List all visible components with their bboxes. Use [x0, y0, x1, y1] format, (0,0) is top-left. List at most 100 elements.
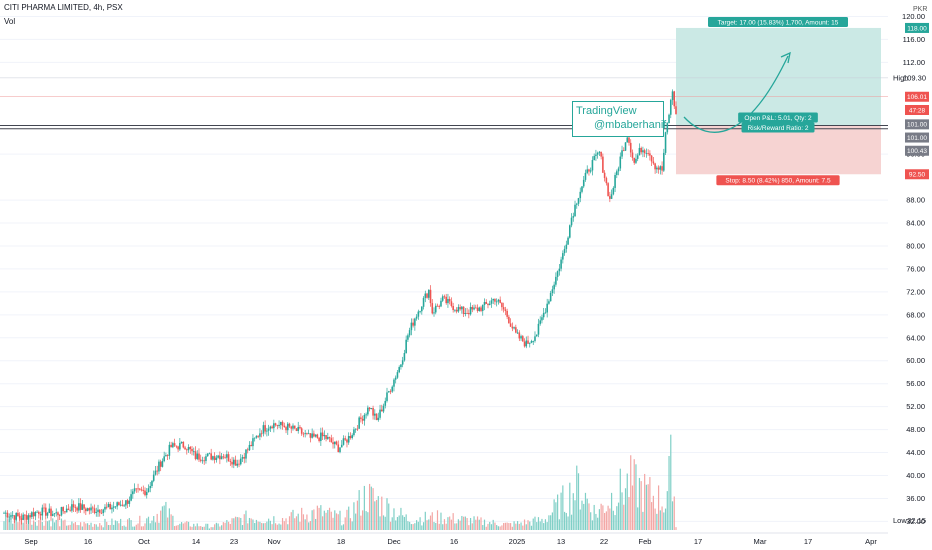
guide-lines	[0, 77, 888, 130]
volume-bar	[233, 518, 235, 530]
volume-bar	[34, 521, 36, 530]
volume-bar	[426, 520, 428, 530]
candle-body	[57, 512, 59, 516]
volume-bar	[456, 523, 458, 530]
candle-body	[333, 441, 336, 445]
price-tag-label: 92.50	[909, 172, 926, 179]
volume-bar	[321, 516, 324, 530]
volume-bar	[102, 527, 104, 530]
volume-bar	[295, 516, 298, 530]
candle-body	[76, 507, 78, 511]
volume-bar	[27, 519, 29, 530]
profit-zone	[676, 27, 881, 126]
candle-body	[521, 336, 524, 342]
volume-bar	[553, 499, 555, 530]
volume-bar	[161, 506, 164, 530]
candle-body	[69, 509, 71, 511]
volume-bar	[90, 522, 92, 530]
volume-bar	[503, 523, 505, 530]
volume-bar	[130, 520, 132, 530]
price-tick-label: 112.00	[903, 58, 925, 67]
volume-bar	[53, 522, 56, 530]
candle-body	[490, 300, 493, 304]
volume-bar	[429, 515, 432, 530]
projection-curve-path	[683, 55, 789, 133]
candle-body	[412, 322, 414, 326]
volume-bar	[10, 512, 12, 530]
volume-bar	[435, 522, 437, 530]
volume-bar	[638, 477, 641, 530]
volume-bar	[610, 492, 613, 530]
candle-body	[158, 461, 160, 472]
volume-bar	[656, 513, 658, 530]
volume-bar	[536, 522, 538, 530]
candle-body	[173, 443, 176, 446]
volume-bar	[240, 517, 242, 530]
volume-bar	[654, 508, 656, 530]
candle-body	[245, 449, 247, 459]
candle-body	[189, 447, 192, 450]
volume-bar	[6, 518, 9, 530]
volume-bar	[513, 521, 515, 530]
candle-body	[219, 455, 221, 460]
candle-body	[224, 457, 226, 459]
candle-body	[407, 335, 409, 340]
time-tick-label: 16	[450, 537, 458, 546]
volume-bar	[494, 522, 496, 530]
candle-body	[182, 441, 185, 448]
candle-body	[267, 428, 270, 431]
candle-body	[434, 305, 437, 313]
candle-body	[663, 152, 665, 171]
candle-body	[377, 417, 380, 421]
candle-body	[300, 428, 303, 434]
volume-bar	[219, 526, 221, 530]
candle-body	[210, 453, 212, 460]
volume-bar	[664, 508, 667, 530]
price-tick-label: 48.00	[906, 425, 925, 434]
volume-bar	[379, 516, 381, 530]
candle-body	[304, 433, 306, 435]
candle-body	[525, 340, 528, 347]
candle-body	[17, 512, 19, 517]
candle-body	[527, 340, 529, 344]
volume-bar	[459, 520, 461, 530]
volume-bar	[212, 527, 214, 530]
candle-body	[170, 444, 172, 448]
candle-body	[534, 336, 536, 341]
candle-body	[253, 437, 256, 439]
candle-body	[417, 311, 420, 317]
time-tick-label: 14	[192, 537, 200, 546]
volume-bar	[367, 512, 369, 530]
candle-body	[616, 171, 618, 176]
volume-bar	[490, 524, 493, 530]
volume-bar	[92, 526, 94, 530]
candle-body	[276, 425, 279, 427]
candle-body	[191, 449, 193, 452]
entry-label: Open P&L: 5.01, Qty: 2	[744, 115, 812, 122]
price-tick-label: 40.00	[906, 471, 925, 480]
candle-body	[58, 515, 61, 516]
volume-bar	[604, 512, 606, 530]
volume-bar	[118, 523, 120, 530]
volume-bar	[360, 515, 362, 530]
candle-body	[264, 425, 266, 432]
volume-bar	[579, 509, 581, 530]
volume-bar	[17, 522, 19, 530]
candle-body	[161, 461, 164, 467]
candle-body	[140, 489, 143, 491]
volume-bar	[32, 520, 35, 530]
volume-bar	[403, 516, 406, 530]
candle-body	[199, 459, 202, 461]
volume-bar	[301, 507, 303, 530]
candle-body	[567, 237, 569, 245]
price-axis-bg	[888, 0, 932, 538]
candle-body	[539, 320, 542, 324]
volume-bar	[266, 521, 268, 530]
time-tick-label: Nov	[267, 537, 281, 546]
volume-bar	[382, 515, 385, 530]
candle-body	[664, 132, 667, 153]
volume-bar	[255, 519, 258, 530]
volume-bar	[407, 521, 409, 530]
volume-bar	[600, 503, 602, 530]
